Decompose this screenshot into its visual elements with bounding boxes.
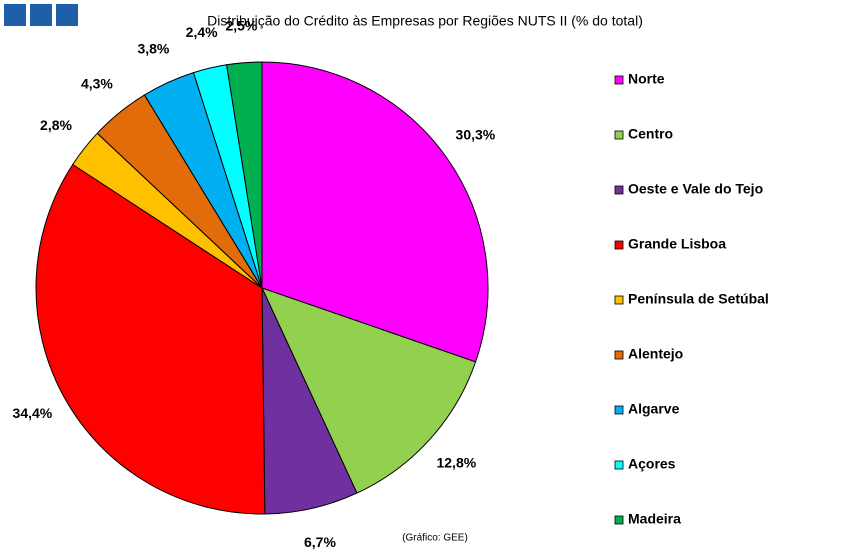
pie-slice [261,287,477,494]
data-label: 3,8% [137,40,169,56]
pie-slice [261,61,489,363]
source-note: (Gráfico: GEE) [402,533,468,544]
legend-label: Algarve [628,401,680,417]
legend-swatch [614,240,624,250]
data-label: 2,8% [40,117,72,133]
data-label: 30,3% [456,127,496,143]
logo-block [4,4,26,26]
pie-slice [226,61,263,289]
legend-label: Madeira [628,511,681,527]
legend-swatch [614,515,624,525]
data-label: 6,7% [304,534,336,550]
legend-swatch [614,75,624,85]
legend-label: Norte [628,71,665,87]
data-label: 4,3% [81,75,113,91]
legend-swatch [614,460,624,470]
legend-label: Alentejo [628,346,683,362]
legend-swatch [614,350,624,360]
legend-swatch [614,295,624,305]
legend-label: Grande Lisboa [628,236,726,252]
logo-block [30,4,52,26]
legend-swatch [614,130,624,140]
legend-label: Oeste e Vale do Tejo [628,181,763,197]
pie-slice [35,163,266,515]
legend-swatch [614,405,624,415]
data-label: 2,4% [186,24,218,40]
legend-label: Península de Setúbal [628,291,769,307]
chart-title: Distribuição do Crédito às Empresas por … [207,13,643,29]
data-label: 34,4% [13,405,53,421]
data-label: 2,5% [225,18,257,34]
logo-block [56,4,78,26]
legend-label: Açores [628,456,676,472]
legend-label: Centro [628,126,673,142]
legend-swatch [614,185,624,195]
data-label: 12,8% [436,454,476,470]
